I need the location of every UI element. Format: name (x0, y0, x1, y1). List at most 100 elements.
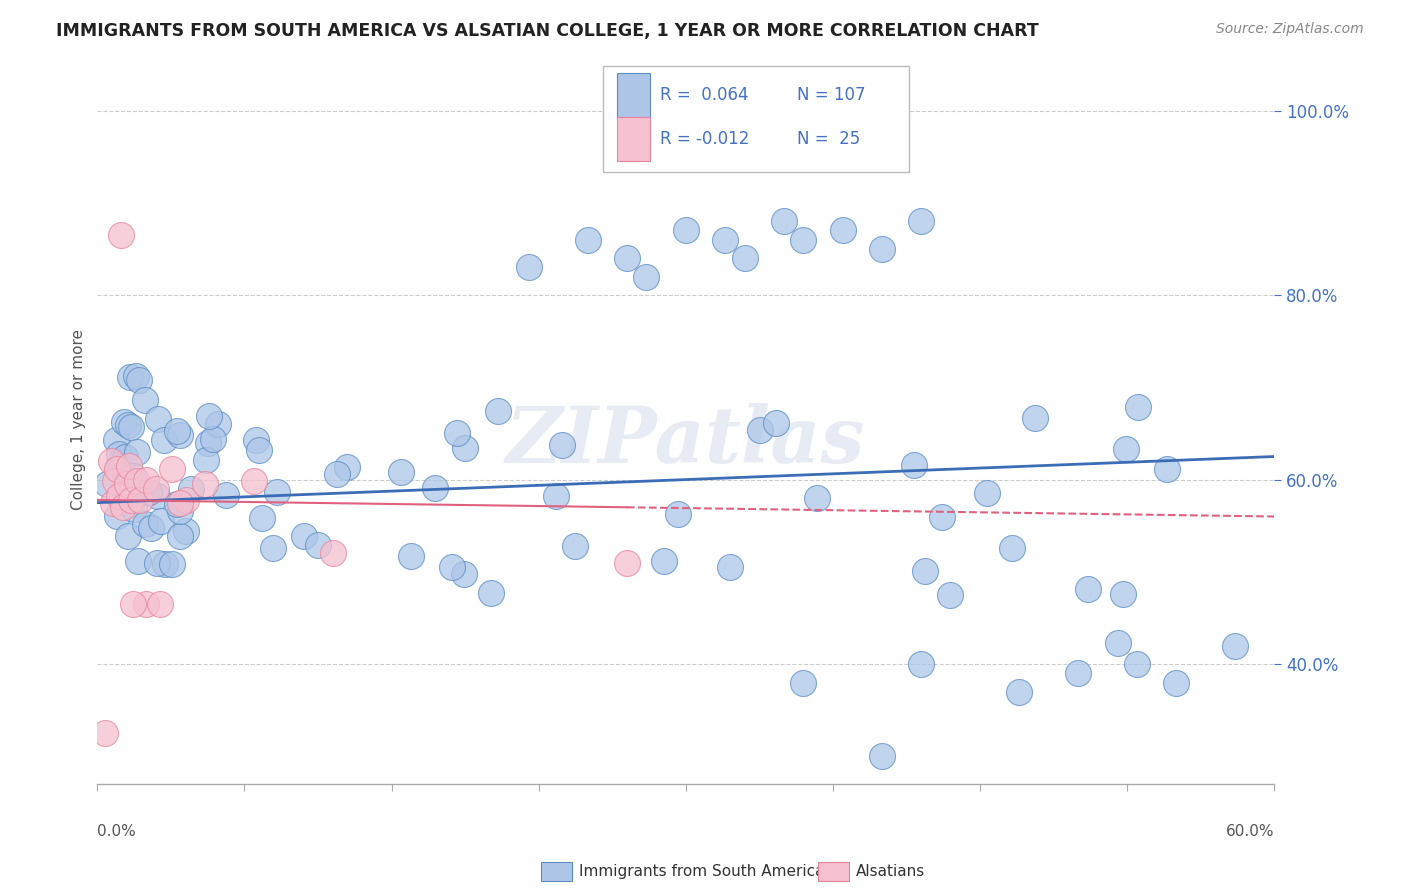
Point (486, 403, 509, 417)
Point (266, 485, 288, 500)
Point (150, 514, 173, 528)
Point (117, 529, 139, 543)
Point (652, 554, 675, 568)
Point (718, 559, 741, 574)
Point (160, 461, 183, 475)
Point (322, 546, 344, 560)
Point (100, 454, 122, 468)
Point (389, 465, 412, 479)
Point (166, 424, 188, 438)
Point (153, 557, 176, 571)
Point (120, 492, 142, 507)
Point (118, 458, 141, 473)
Point (120, 420, 142, 434)
Point (146, 489, 169, 503)
Point (307, 538, 329, 552)
Point (105, 434, 128, 448)
Point (169, 428, 191, 442)
Point (870, 242, 893, 256)
Point (792, 233, 814, 247)
Point (326, 467, 349, 482)
Point (734, 251, 756, 265)
Point (108, 458, 131, 473)
Point (129, 492, 152, 507)
Point (938, 588, 960, 602)
Point (446, 426, 468, 441)
Text: 60.0%: 60.0% (1226, 824, 1274, 839)
Text: N =  25: N = 25 (797, 130, 860, 148)
Point (169, 496, 191, 510)
Point (104, 475, 127, 489)
Point (108, 489, 131, 503)
Point (1156, 462, 1178, 476)
Point (169, 504, 191, 518)
Point (160, 558, 183, 572)
Point (772, 214, 794, 228)
Point (94, 726, 117, 740)
Point (1223, 639, 1246, 653)
Point (831, 223, 853, 237)
Point (197, 435, 219, 450)
Point (169, 529, 191, 543)
Point (125, 475, 148, 489)
Point (517, 260, 540, 275)
Point (666, 507, 689, 521)
Point (245, 434, 267, 448)
Point (1001, 541, 1024, 555)
Point (112, 416, 135, 430)
Text: Immigrants from South America: Immigrants from South America (579, 864, 825, 879)
Point (765, 417, 787, 431)
Point (149, 597, 172, 611)
Point (198, 409, 221, 423)
Point (564, 540, 586, 554)
Text: ZIPatlas: ZIPatlas (506, 403, 865, 480)
Point (135, 473, 157, 487)
Point (145, 482, 167, 496)
Point (128, 373, 150, 387)
Point (122, 502, 145, 516)
Point (675, 223, 697, 237)
Point (101, 496, 124, 510)
Point (616, 251, 638, 265)
Point (544, 489, 567, 503)
Point (1067, 666, 1090, 681)
Point (1128, 401, 1150, 415)
Point (135, 597, 157, 611)
Point (145, 556, 167, 570)
Point (146, 412, 169, 426)
Text: IMMIGRANTS FROM SOUTH AMERICA VS ALSATIAN COLLEGE, 1 YEAR OR MORE CORRELATION CH: IMMIGRANTS FROM SOUTH AMERICA VS ALSATIA… (56, 22, 1039, 40)
Point (118, 370, 141, 384)
Point (180, 482, 202, 496)
Point (110, 459, 132, 474)
Point (124, 368, 146, 383)
Point (870, 749, 893, 764)
Point (117, 417, 139, 432)
Point (914, 564, 936, 578)
FancyBboxPatch shape (617, 117, 651, 161)
Point (194, 477, 217, 491)
Point (1024, 411, 1046, 425)
Point (96, 477, 118, 491)
Point (292, 529, 315, 543)
FancyBboxPatch shape (603, 66, 910, 172)
FancyBboxPatch shape (617, 73, 651, 117)
Point (903, 458, 925, 472)
Text: R =  0.064: R = 0.064 (659, 87, 748, 104)
Text: Alsatians: Alsatians (856, 864, 925, 879)
Point (115, 477, 138, 491)
Point (139, 521, 162, 535)
Point (121, 597, 143, 611)
Point (1008, 685, 1031, 699)
Point (749, 423, 772, 437)
Point (202, 432, 225, 446)
Point (243, 475, 266, 489)
Point (806, 491, 828, 505)
Point (174, 492, 197, 507)
Point (138, 484, 160, 499)
Point (1112, 587, 1135, 601)
Point (1115, 442, 1137, 456)
Point (111, 500, 134, 515)
Point (262, 541, 284, 556)
Point (195, 452, 218, 467)
Point (454, 441, 477, 455)
